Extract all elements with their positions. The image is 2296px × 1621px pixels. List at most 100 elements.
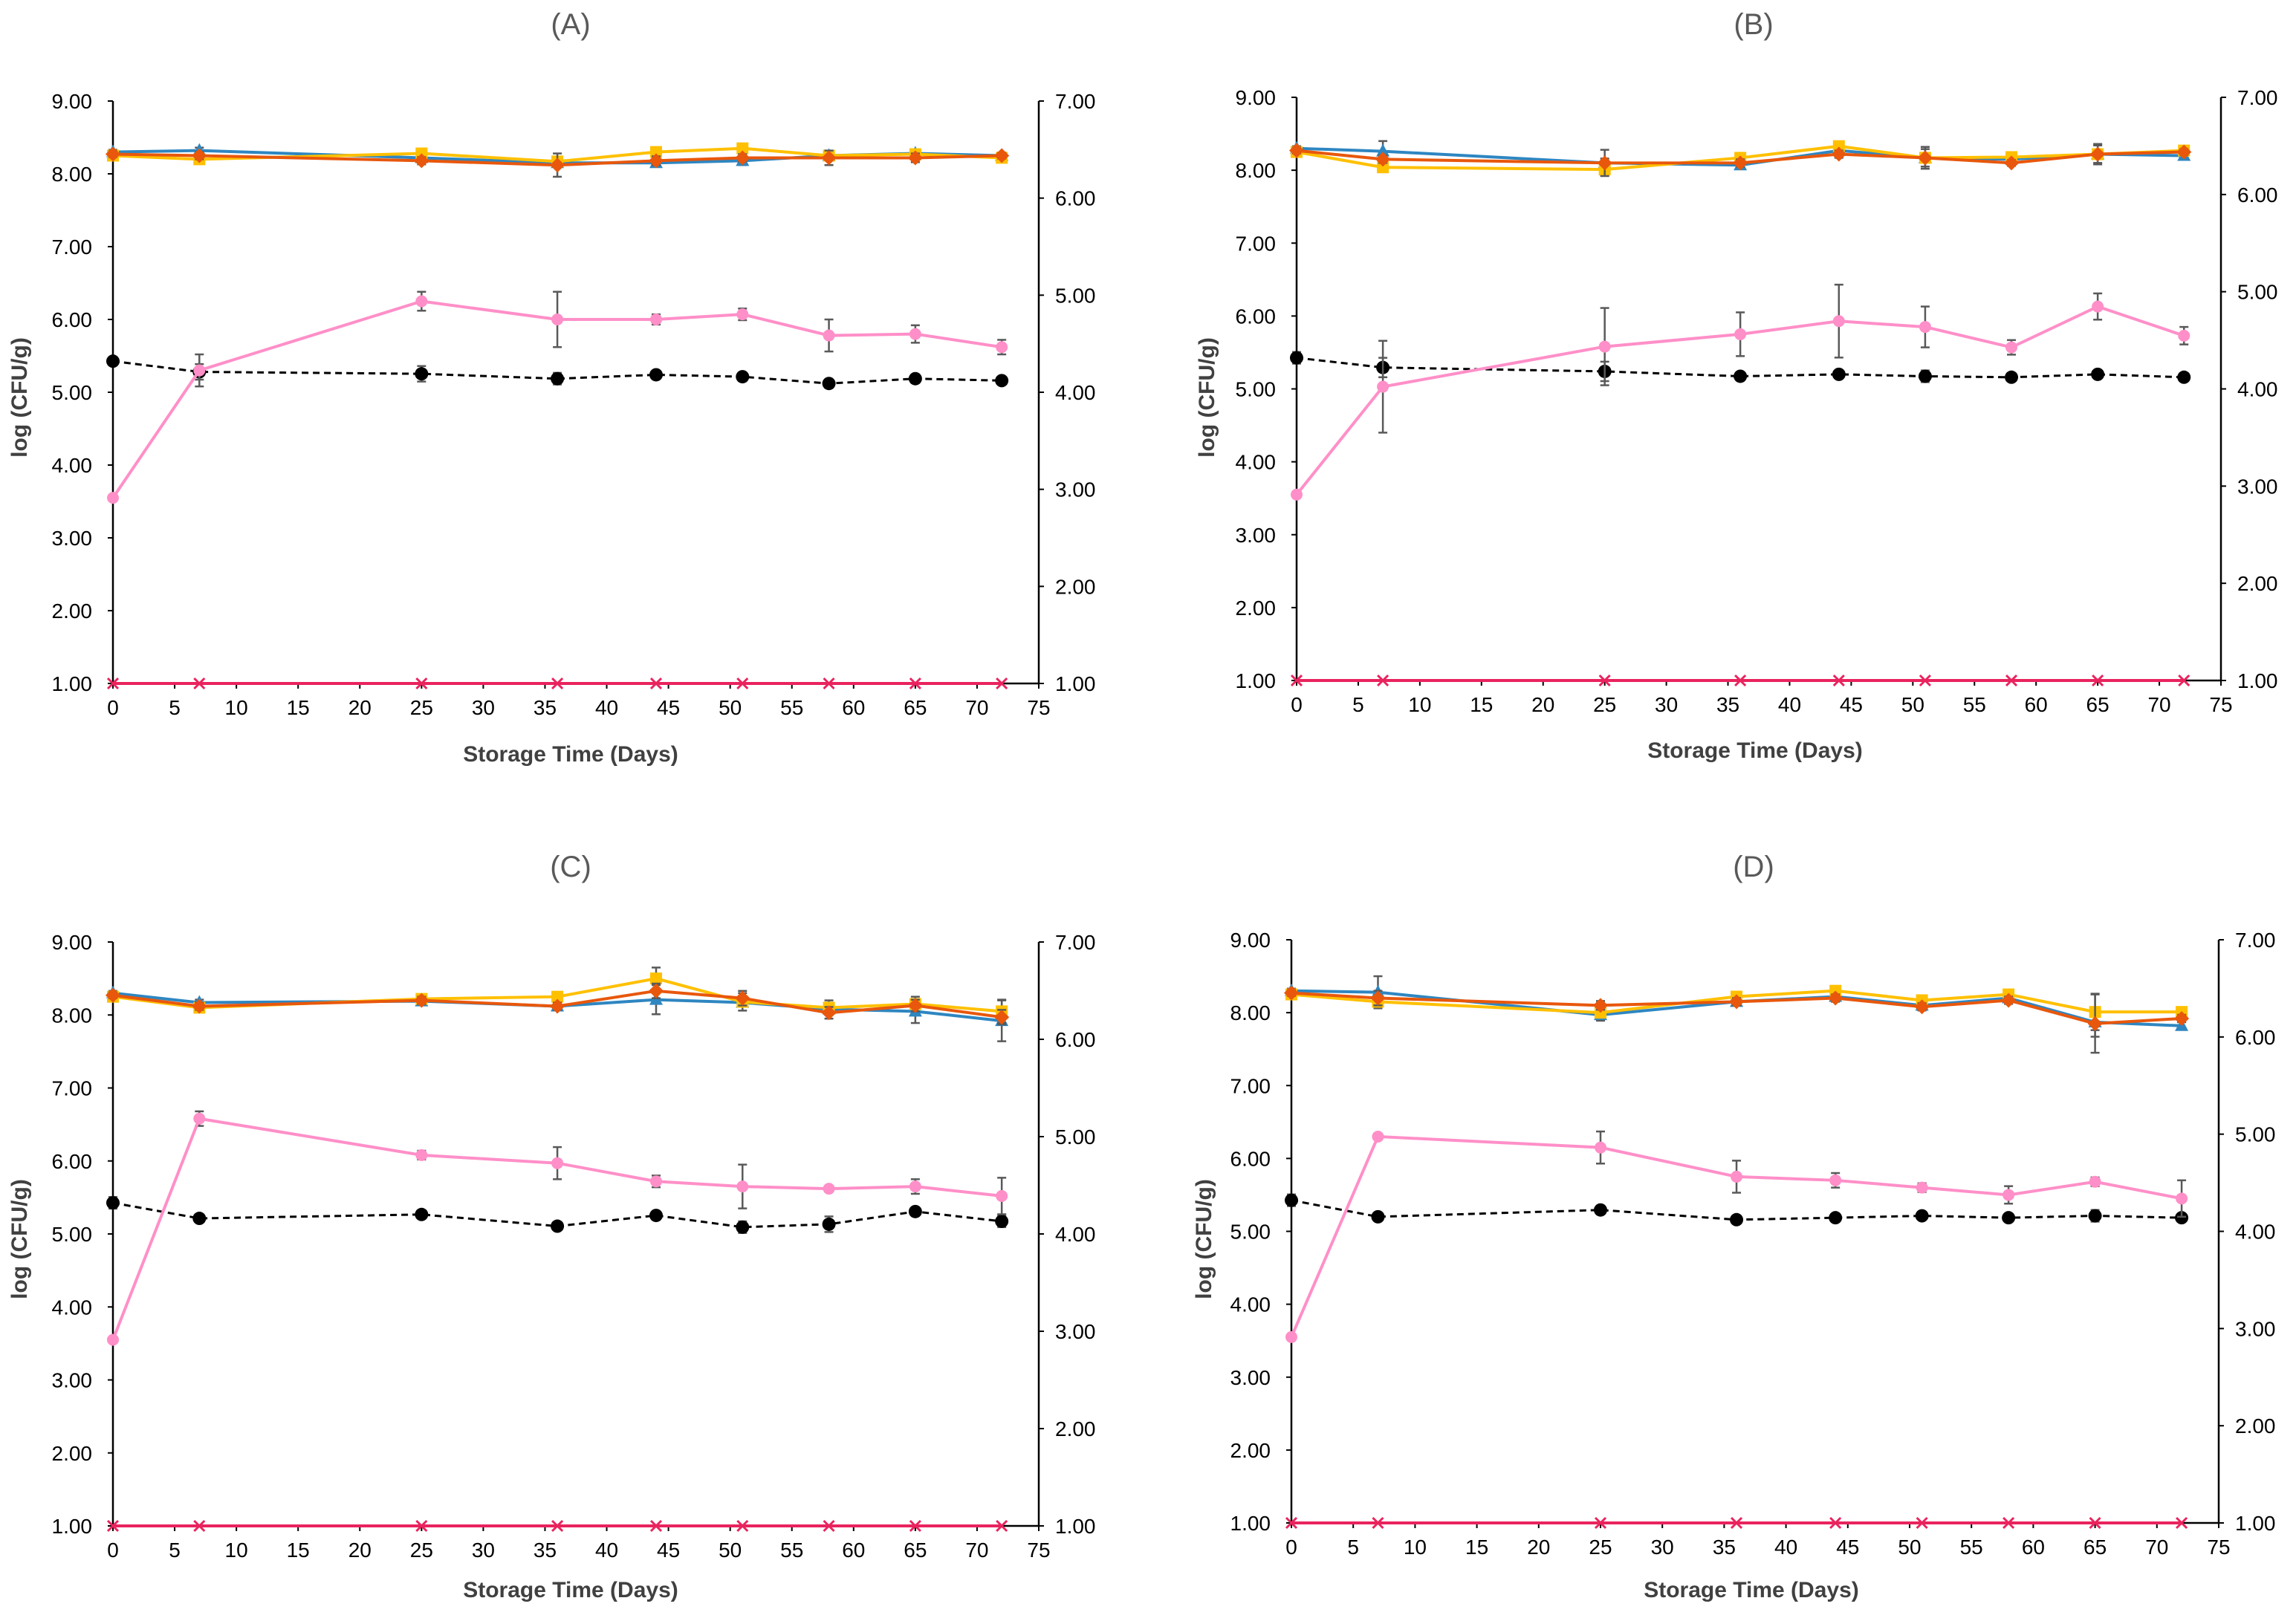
panel-a-x-tick-label: 75 xyxy=(1027,696,1050,719)
panel-c-pink-point xyxy=(551,1157,564,1169)
panel-d-y-right-tick-label: 6.00 xyxy=(2235,1026,2276,1049)
panel-b-xlabel: Storage Time (Days) xyxy=(1647,738,1863,763)
panel-c-y-right-tick-label: 2.00 xyxy=(1055,1417,1096,1440)
panel-a-magenta-point xyxy=(415,677,428,690)
panel-d-red-point xyxy=(1284,985,1299,1001)
panel-c-black-point xyxy=(908,1204,922,1218)
panel-a-y-left-tick-label: 3.00 xyxy=(52,527,93,550)
panel-a-y-right-tick-label: 3.00 xyxy=(1055,478,1096,501)
panel-d-red-point xyxy=(2174,1010,2190,1026)
panel-a-x-tick-label: 70 xyxy=(965,696,988,719)
panel-b-black-series-line xyxy=(1296,357,2185,379)
panel-b-magenta-point xyxy=(1734,674,1747,687)
panel-a-x-tick-label: 15 xyxy=(287,696,310,719)
panel-c-pink-point xyxy=(107,1333,119,1346)
panel-a-red-point xyxy=(106,146,120,162)
panel-b-y-left-tick-label: 6.00 xyxy=(1236,305,1277,328)
panel-b-pink-point xyxy=(1734,328,1747,340)
panel-a-magenta-point xyxy=(106,677,120,690)
panel-b-y-right-tick-label: 5.00 xyxy=(2237,281,2278,304)
panel-a-x-tick-label: 40 xyxy=(595,696,618,719)
panel-a-black-point xyxy=(908,371,922,386)
panel-a-black-point xyxy=(649,368,663,382)
panel-c-black-point xyxy=(551,1219,565,1233)
panel-d-magenta-point xyxy=(1730,1516,1743,1530)
panel-c-black-point xyxy=(736,1220,750,1234)
panel-b-x-tick-label: 20 xyxy=(1531,693,1554,716)
panel-c-y-left-tick-label: 5.00 xyxy=(52,1223,93,1246)
panel-d-pink-point xyxy=(1731,1170,1743,1183)
panel-d-pink-point xyxy=(1829,1174,1842,1186)
panel-a-red-point xyxy=(821,150,837,166)
panel-a-pink-point xyxy=(996,341,1008,354)
panel-d-magenta-point xyxy=(2002,1516,2015,1530)
panel-a-x-tick-label: 30 xyxy=(472,696,495,719)
panel-c-magenta-point xyxy=(193,1519,206,1533)
panel-d-pink-point xyxy=(1595,1141,1606,1154)
panel-a-x-tick-label: 10 xyxy=(225,696,248,719)
panel-c-magenta-point xyxy=(106,1519,120,1533)
panel-d-x-tick-label: 75 xyxy=(2207,1536,2230,1559)
panel-b-y-left-tick-label: 8.00 xyxy=(1236,159,1277,182)
panel-d-y-left-tick-label: 8.00 xyxy=(1230,1001,1271,1024)
panel-a-magenta-point xyxy=(551,677,564,690)
panel-d-pink-point xyxy=(2176,1192,2188,1205)
panel-d-black-point xyxy=(1829,1211,1843,1225)
panel-d-magenta-point xyxy=(1285,1516,1298,1530)
panel-d-magenta-point xyxy=(2089,1516,2101,1530)
panel-a-x-tick-label: 50 xyxy=(719,696,742,719)
panel-a-red-point xyxy=(648,153,664,169)
panel-c-x-tick-label: 65 xyxy=(904,1539,927,1562)
panel-a-y-left-tick-label: 2.00 xyxy=(52,600,93,623)
panel-b-y-left-tick-label: 1.00 xyxy=(1236,669,1277,692)
panel-b-pink-point xyxy=(2092,300,2104,313)
panel-b-orange-point xyxy=(1832,140,1845,152)
panel-b-black-point xyxy=(1290,351,1303,365)
panel-c-black-point xyxy=(106,1196,120,1210)
panel-a-title: (A) xyxy=(551,8,590,41)
panel-c-y-right-tick-label: 3.00 xyxy=(1055,1320,1096,1343)
panel-b-magenta-point xyxy=(1919,674,1931,687)
panel-b-y-left-tick-label: 7.00 xyxy=(1236,232,1277,255)
panel-d-y-right-tick-label: 2.00 xyxy=(2235,1414,2276,1438)
panel-b-black-point xyxy=(1734,369,1748,383)
panel-b-x-tick-label: 60 xyxy=(2025,693,2048,716)
panel-b-red-point xyxy=(2090,146,2106,162)
panel-c-pink-point xyxy=(736,1180,749,1193)
panel-b-magenta-point xyxy=(1377,674,1389,687)
panel-a-y-right-tick-label: 5.00 xyxy=(1055,284,1096,307)
panel-d-x-tick-label: 0 xyxy=(1285,1536,1297,1559)
panel-c-y-left-tick-label: 4.00 xyxy=(52,1296,93,1319)
panel-c-x-tick-label: 20 xyxy=(348,1539,372,1562)
panel-a-pink-point xyxy=(823,329,835,342)
panel-c-black-point xyxy=(822,1217,836,1231)
panel-d-x-tick-label: 5 xyxy=(1347,1536,1359,1559)
panel-b-y-left-tick-label: 9.00 xyxy=(1236,86,1277,109)
panel-a-magenta-point xyxy=(909,677,921,690)
panel-a-y-right-tick-label: 1.00 xyxy=(1055,672,1096,695)
panel-d-xlabel: Storage Time (Days) xyxy=(1644,1578,1859,1602)
panel-d-x-tick-label: 65 xyxy=(2083,1536,2107,1559)
panel-c-magenta-point xyxy=(996,1519,1008,1533)
panel-d-black-series-line xyxy=(1291,1199,2182,1221)
panel-a-x-tick-label: 65 xyxy=(904,696,927,719)
panel-c-title: (C) xyxy=(550,851,591,883)
panel-b-x-tick-label: 30 xyxy=(1655,693,1678,716)
panel-c-y-left-tick-label: 3.00 xyxy=(52,1369,93,1392)
panel-b-x-tick-label: 50 xyxy=(1901,693,1924,716)
panel-a-x-tick-label: 35 xyxy=(534,696,557,719)
panel-c-x-tick-label: 40 xyxy=(595,1539,618,1562)
panel-d-x-tick-label: 40 xyxy=(1774,1536,1797,1559)
panel-b-y-right-tick-label: 7.00 xyxy=(2237,86,2278,109)
panel-a-x-tick-label: 5 xyxy=(169,696,181,719)
panel-c-magenta-point xyxy=(551,1519,564,1533)
panel-a-red-point xyxy=(550,157,565,173)
panel-d-x-tick-label: 10 xyxy=(1404,1536,1427,1559)
panel-a-orange-point xyxy=(649,146,662,158)
panel-d-y-right-tick-label: 1.00 xyxy=(2235,1512,2276,1535)
panel-b-x-tick-label: 0 xyxy=(1291,693,1303,716)
panel-d-pink-point xyxy=(1916,1181,1928,1194)
panel-c-y-left-tick-label: 2.00 xyxy=(52,1442,93,1465)
panel-c-black-point xyxy=(649,1209,663,1223)
